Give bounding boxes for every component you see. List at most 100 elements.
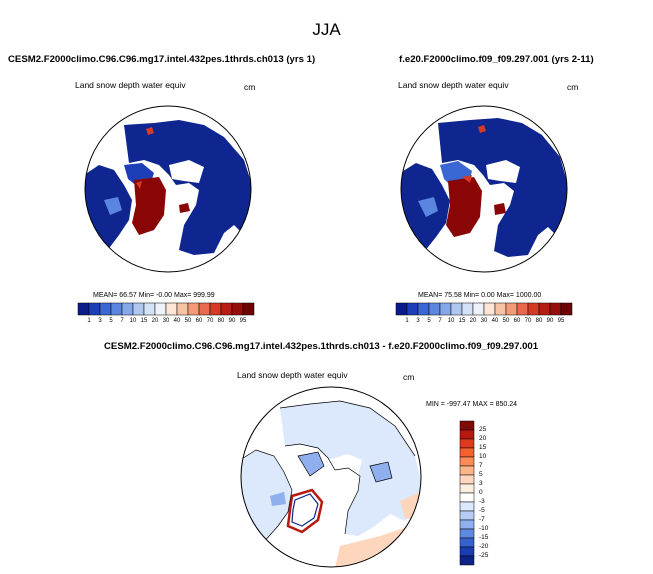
left-greenland-rim	[136, 181, 142, 189]
colorbar-swatch-left-13	[220, 302, 233, 316]
colorbar-tick-right-0: 1	[405, 318, 409, 324]
diff-colorbar-tick-6: 3	[479, 480, 483, 487]
colorbar-tick-right-5: 15	[458, 318, 466, 324]
main-title: JJA	[312, 20, 341, 39]
colorbar-swatch-right-10	[505, 302, 518, 316]
left-colorbar-ticks: 1 3 5 7 10 15 20 30 40 50 60 70 80 90 95	[78, 318, 254, 328]
colorbar-swatch-right-11	[516, 302, 529, 316]
right-mean-label: MEAN=	[418, 292, 443, 299]
diff-ocean	[328, 454, 362, 476]
diff-colorbar-tick-5: 5	[479, 471, 483, 478]
right-greenland	[446, 177, 482, 237]
colorbar-tick-left-14: 95	[239, 318, 247, 324]
colorbar-tick-left-3: 7	[120, 318, 124, 324]
colorbar-swatch-right-14	[549, 302, 562, 316]
diff-colorbar-tick-8: -3	[479, 498, 485, 505]
colorbar-tick-left-6: 20	[151, 318, 159, 324]
colorbar-tick-right-7: 30	[480, 318, 488, 324]
right-map	[400, 105, 568, 273]
colorbar-tick-right-2: 5	[427, 318, 431, 324]
diff-units-label: cm	[403, 372, 415, 382]
left-min-value: -0.00	[156, 292, 173, 299]
colorbar-tick-left-0: 1	[87, 318, 91, 324]
colorbar-swatch-right-13	[538, 302, 551, 316]
colorbar-swatch-left-10	[187, 302, 200, 316]
left-mean-value: 66.57	[119, 292, 137, 299]
colorbar-swatch-left-7	[154, 302, 167, 316]
left-units-label: cm	[244, 82, 256, 92]
colorbar-swatch-left-2	[99, 302, 112, 316]
diff-blue-patches	[270, 452, 392, 506]
colorbar-swatch-right-4	[439, 302, 452, 316]
diff-colorbar-tick-0: 25	[479, 426, 487, 433]
diff-colorbar-swatch-12	[459, 528, 475, 539]
diff-colorbar-swatch-10	[459, 510, 475, 521]
colorbar-swatch-right-15	[560, 302, 573, 316]
diff-colorbar-tick-12: -15	[479, 534, 489, 541]
right-max-value: 1000.00	[515, 292, 542, 299]
colorbar-swatch-left-5	[132, 302, 145, 316]
colorbar-swatch-right-0	[395, 302, 408, 316]
diff-field-label: Land snow depth water equiv	[237, 370, 348, 380]
diff-colorbar-tick-10: -7	[479, 516, 485, 523]
left-hudson-patch	[104, 197, 122, 215]
colorbar-tick-left-8: 40	[173, 318, 181, 324]
diff-colorbar-swatch-5	[459, 465, 475, 476]
left-colorbar	[77, 302, 255, 316]
diff-colorbar-swatch-13	[459, 537, 475, 548]
left-ocean-arctic	[169, 160, 204, 183]
colorbar-swatch-right-1	[406, 302, 419, 316]
diff-coastlines	[241, 400, 416, 545]
diff-colorbar-swatch-15	[459, 555, 475, 566]
diff-colorbar-swatch-2	[459, 438, 475, 449]
colorbar-tick-left-4: 10	[129, 318, 137, 324]
colorbar-tick-right-1: 3	[416, 318, 420, 324]
diff-colorbar-tick-4: 7	[479, 462, 483, 469]
right-max-label: Max=	[496, 292, 514, 299]
colorbar-tick-right-9: 50	[502, 318, 510, 324]
right-field-label: Land snow depth water equiv	[398, 80, 509, 90]
colorbar-tick-left-1: 3	[98, 318, 102, 324]
colorbar-swatch-right-9	[494, 302, 507, 316]
diff-colorbar-tick-3: 10	[479, 453, 487, 460]
colorbar-tick-left-5: 15	[140, 318, 148, 324]
left-stats: MEAN= 66.57 Min= -0.00 Max= 999.99	[93, 292, 215, 299]
colorbar-tick-right-14: 95	[557, 318, 565, 324]
colorbar-tick-left-9: 50	[184, 318, 192, 324]
right-colorbar-ticks: 1 3 5 7 10 15 20 30 40 50 60 70 80 90 95	[396, 318, 572, 328]
colorbar-tick-right-6: 20	[469, 318, 477, 324]
colorbar-swatch-left-12	[209, 302, 222, 316]
left-case-title: CESM2.F2000climo.C96.C96.mg17.intel.432p…	[8, 54, 316, 65]
diff-colorbar-swatch-8	[459, 492, 475, 503]
right-svalbard	[494, 203, 506, 215]
diff-colorbar-tick-14: -25	[479, 552, 489, 559]
colorbar-swatch-left-4	[121, 302, 134, 316]
colorbar-tick-left-11: 70	[206, 318, 214, 324]
colorbar-swatch-left-3	[110, 302, 123, 316]
colorbar-swatch-right-2	[417, 302, 430, 316]
colorbar-swatch-left-15	[242, 302, 255, 316]
colorbar-swatch-left-6	[143, 302, 156, 316]
left-mean-label: MEAN=	[93, 292, 118, 299]
left-field-label: Land snow depth water equiv	[75, 80, 186, 90]
diff-greenland-outline	[286, 488, 324, 534]
left-greenland	[132, 177, 166, 235]
diff-colorbar-swatch-1	[459, 429, 475, 440]
left-max-label: Max=	[174, 292, 192, 299]
colorbar-swatch-left-0	[77, 302, 90, 316]
colorbar-swatch-right-8	[483, 302, 496, 316]
colorbar-tick-right-11: 70	[524, 318, 532, 324]
colorbar-swatch-right-7	[472, 302, 485, 316]
colorbar-swatch-left-11	[198, 302, 211, 316]
diff-colorbar-tick-9: -5	[479, 507, 485, 514]
left-max-value: 999.99	[193, 292, 215, 299]
diff-colorbar-swatch-11	[459, 519, 475, 530]
right-min-label: Min=	[463, 292, 480, 299]
right-red-top	[478, 125, 486, 133]
diff-map	[240, 386, 422, 568]
diff-colorbar-swatch-0	[459, 420, 475, 431]
right-ocean-arctic	[486, 160, 520, 183]
colorbar-tick-left-7: 30	[162, 318, 170, 324]
colorbar-swatch-right-6	[461, 302, 474, 316]
colorbar-tick-left-10: 60	[195, 318, 203, 324]
